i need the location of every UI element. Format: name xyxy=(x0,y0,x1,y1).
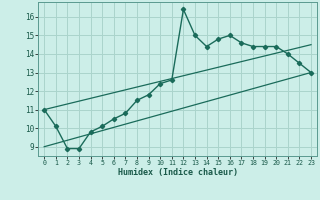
X-axis label: Humidex (Indice chaleur): Humidex (Indice chaleur) xyxy=(118,168,238,177)
